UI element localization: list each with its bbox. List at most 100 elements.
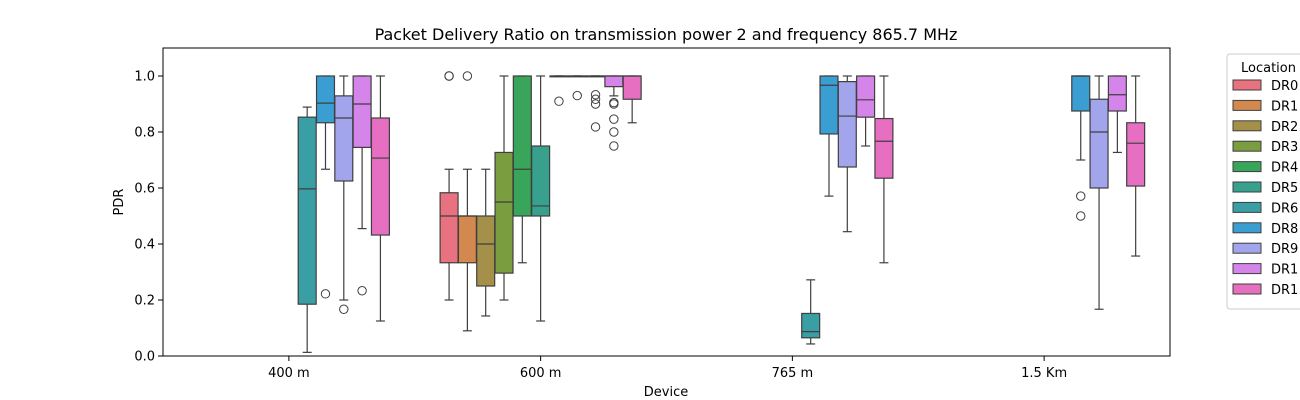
box-body xyxy=(1089,98,1109,189)
outlier-point xyxy=(339,304,349,314)
legend-swatch xyxy=(1232,283,1262,295)
box-body xyxy=(837,80,857,168)
legend-entry: DR6 xyxy=(1232,201,1298,216)
legend-entry: DR3 xyxy=(1232,140,1298,155)
plot-area: 0.0 0.2 0.4 0.6 0.8 1.0 400 m 600 m 765 m 1.5 Km xyxy=(134,47,1171,381)
box-body xyxy=(1126,122,1146,187)
outlier-point xyxy=(609,141,619,151)
box-body xyxy=(874,117,894,179)
legend-entry: DR8 xyxy=(1232,222,1298,237)
x-tick-label: 1.5 Km xyxy=(1021,366,1067,381)
box-dr1-1 xyxy=(604,75,624,151)
box-dr8-1 xyxy=(567,75,587,101)
box-body xyxy=(801,312,821,339)
box-dr1-0 xyxy=(370,75,390,322)
legend-entry: DR1 xyxy=(1232,99,1298,114)
legend-label: DR6 xyxy=(1271,201,1298,216)
legend-label: DR9 xyxy=(1271,242,1298,257)
outlier-point xyxy=(462,71,473,81)
box-dr1-1 xyxy=(622,75,642,124)
legend-swatch xyxy=(1232,99,1262,111)
legend-label: DR4 xyxy=(1271,161,1298,176)
outlier-point xyxy=(609,127,619,137)
box-dr9-3 xyxy=(1089,75,1109,310)
box-dr2-1 xyxy=(476,168,496,317)
legend-swatch xyxy=(1232,181,1262,193)
box-body xyxy=(531,145,551,217)
legend: Location DR0 DR1 DR2 DR3 DR4 DR5 DR6 DR8 DR9 DR1 D… xyxy=(1226,53,1300,310)
y-tick-label: 0.4 xyxy=(134,238,155,253)
legend-swatch xyxy=(1232,120,1262,132)
legend-swatch xyxy=(1232,140,1262,152)
legend-label: DR2 xyxy=(1271,120,1298,135)
box-dr1-3 xyxy=(1126,75,1146,257)
box-body xyxy=(315,75,336,124)
box-body xyxy=(1071,75,1091,112)
box-body xyxy=(512,75,532,217)
box-body xyxy=(856,75,876,118)
outlier-point xyxy=(554,96,564,106)
box-dr8-0 xyxy=(315,75,336,299)
box-dr9-2 xyxy=(837,75,857,233)
legend-entry: DR5 xyxy=(1232,181,1298,196)
outlier-point xyxy=(590,99,601,109)
box-dr6-0 xyxy=(297,106,317,353)
legend-entry: DR0 xyxy=(1232,79,1298,94)
box-body xyxy=(457,215,477,264)
y-tick-label: 1.0 xyxy=(134,70,155,85)
x-tick-label: 600 m xyxy=(520,366,562,381)
box-body xyxy=(622,75,642,100)
legend-swatch xyxy=(1232,263,1262,275)
legend-label: DR1 xyxy=(1271,283,1298,298)
legend-label: DR1 xyxy=(1271,99,1298,114)
box-body xyxy=(494,151,514,274)
legend-entry: DR1 xyxy=(1232,263,1298,278)
legend-label: DR3 xyxy=(1271,140,1298,155)
box-dr8-3 xyxy=(1071,75,1091,221)
legend-entry: DR9 xyxy=(1232,242,1298,257)
box-dr6-2 xyxy=(801,279,821,345)
legend-swatch xyxy=(1232,161,1262,173)
y-tick-label: 0.8 xyxy=(134,126,155,141)
box-dr9-0 xyxy=(334,75,354,314)
legend-entry: DR1 xyxy=(1232,283,1298,298)
x-tick-label: 765 m xyxy=(772,366,814,381)
outlier-point xyxy=(320,289,331,299)
legend-swatch xyxy=(1232,79,1262,91)
box-body xyxy=(334,95,354,182)
box-dr1-2 xyxy=(874,75,894,264)
box-dr0-1 xyxy=(439,71,459,301)
legend-label: DR1 xyxy=(1271,263,1298,278)
outlier-point xyxy=(1076,191,1086,201)
box-body xyxy=(439,192,459,264)
box-body xyxy=(370,117,390,236)
legend-swatch xyxy=(1232,201,1262,213)
legend-title: Location xyxy=(1241,61,1296,76)
legend-entry: DR4 xyxy=(1232,161,1298,176)
x-tick-label: 400 m xyxy=(268,366,310,381)
outlier-point xyxy=(1076,211,1086,221)
y-tick-label: 0.6 xyxy=(134,182,155,197)
y-tick-label: 0.2 xyxy=(134,294,155,309)
box-dr1-3 xyxy=(1107,75,1127,154)
box-dr3-1 xyxy=(494,75,514,301)
legend-label: DR0 xyxy=(1271,79,1298,94)
legend-entry: DR2 xyxy=(1232,120,1298,135)
outlier-point xyxy=(590,94,601,104)
box-dr1-0 xyxy=(352,75,372,296)
outlier-point xyxy=(609,99,619,109)
outlier-point xyxy=(444,71,454,81)
box-dr1-2 xyxy=(856,75,876,147)
box-body xyxy=(352,75,372,149)
outlier-point xyxy=(590,90,601,100)
legend-swatch xyxy=(1232,242,1262,254)
outlier-point xyxy=(572,90,582,101)
box-dr6-1 xyxy=(549,75,569,106)
box-body xyxy=(604,75,624,88)
box-dr1-1 xyxy=(457,71,477,332)
outlier-point xyxy=(609,114,619,124)
box-dr8-2 xyxy=(819,75,839,197)
outlier-point xyxy=(357,286,367,296)
legend-label: DR8 xyxy=(1271,222,1298,237)
